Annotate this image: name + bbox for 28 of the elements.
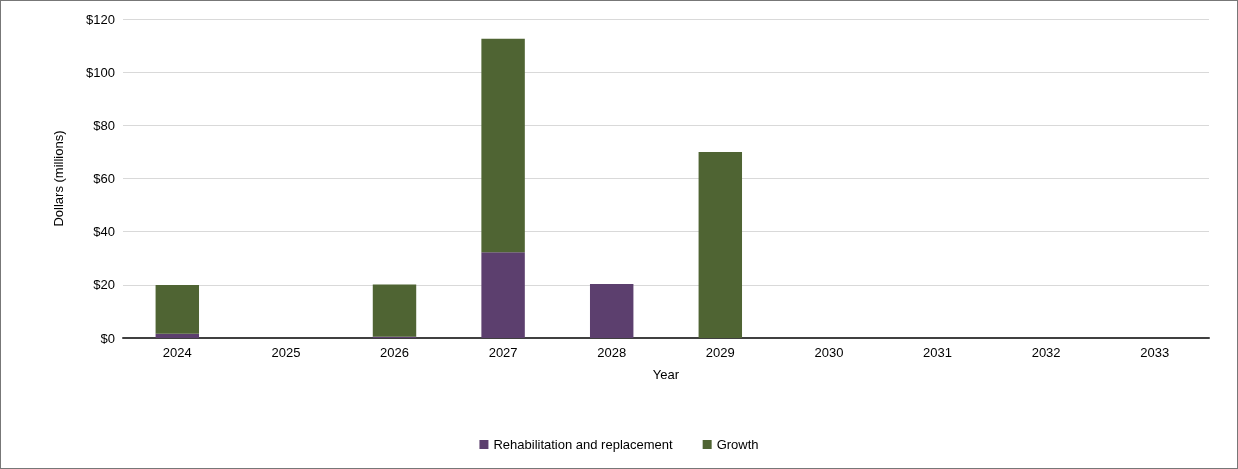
x-tick-label: 2031	[923, 345, 952, 360]
y-tick-label: $60	[93, 171, 115, 186]
x-tick-label: 2024	[162, 345, 192, 360]
x-tick-label: 2026	[380, 345, 409, 360]
bar	[589, 284, 634, 338]
y-tick-label: $20	[93, 277, 115, 293]
y-tick-label: $120	[86, 11, 115, 27]
legend-label: Rehabilitation and replacement	[493, 437, 674, 452]
bar	[155, 285, 200, 334]
x-tick-label: 2033	[1140, 345, 1170, 360]
y-tick-label: $40	[93, 224, 115, 240]
bar	[698, 151, 743, 338]
y-tick-label: $100	[86, 64, 115, 80]
x-tick-label: 2030	[814, 345, 844, 360]
x-tick-label: 2032	[1031, 345, 1061, 360]
x-tick-label: 2029	[705, 345, 735, 360]
bar	[372, 284, 417, 337]
bar	[481, 252, 525, 338]
x-tick-label: 2028	[597, 345, 627, 360]
bar	[155, 333, 200, 338]
y-tick-label: $80	[93, 117, 115, 133]
y-tick-label: $0	[100, 330, 115, 346]
x-tick-label: 2025	[271, 345, 301, 360]
y-axis-title: Dollars (millions)	[51, 130, 66, 227]
x-tick-label: 2027	[488, 345, 518, 360]
bar	[481, 38, 525, 253]
legend-label: Growth	[716, 437, 759, 452]
x-axis-title: Year	[652, 367, 680, 382]
